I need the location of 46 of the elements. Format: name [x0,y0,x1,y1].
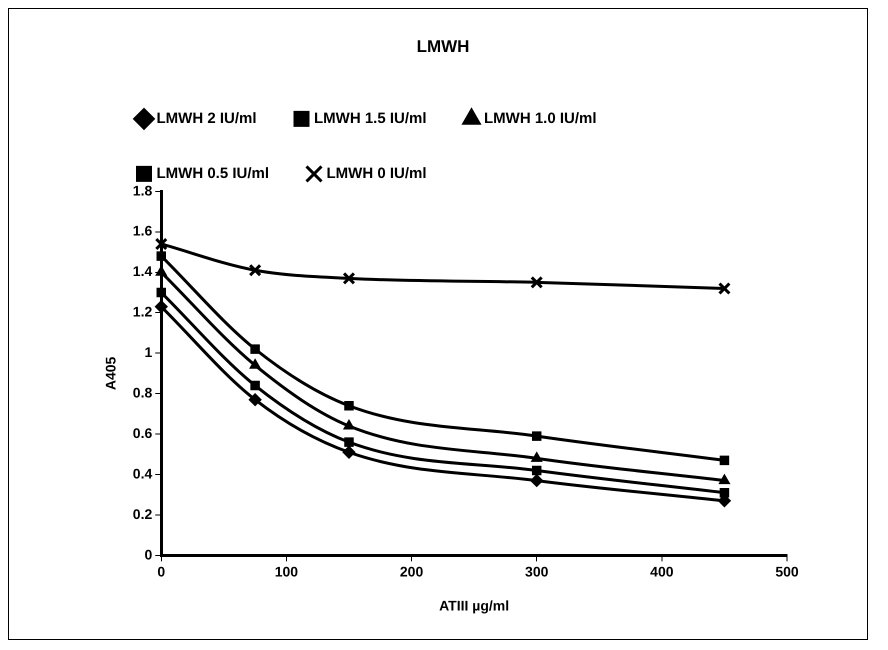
point [718,474,730,484]
x-tick-label: 400 [650,564,674,580]
y-tick-label: 1.6 [132,222,152,239]
point [530,276,544,289]
point [342,446,356,459]
y-tick-label: 1 [144,344,152,360]
point [532,431,542,441]
x-tick-label: 100 [274,564,298,580]
point [156,251,166,261]
point [154,300,168,314]
point [250,380,260,390]
point [154,238,168,250]
y-tick-label: 0.4 [132,465,152,482]
point [718,282,731,295]
point [342,272,356,285]
y-axis-title: A405 [102,356,118,390]
x-tick-label: 0 [157,564,166,580]
point [531,452,542,462]
point [344,401,354,410]
x-axis-title: ATIII µg/ml [439,597,510,614]
point [720,456,730,466]
point [530,474,544,488]
point [344,437,354,447]
point [156,288,166,298]
legend-label: LMWH 1.0 IU/ml [484,110,597,128]
y-tick-label: 1.2 [132,304,152,320]
legend-label: LMWH 1.5 IU/ml [314,110,427,128]
point [343,419,355,430]
legend-label: LMWH 2 IU/ml [156,110,256,128]
y-tick-label: 0 [144,546,152,562]
legend-label: LMWH 0 IU/ml [326,165,427,182]
y-tick-label: 1.8 [132,182,152,198]
y-tick-label: 0.2 [132,506,152,522]
x-tick-label: 300 [525,564,549,580]
x-tick-label: 200 [400,564,424,580]
legend-label: LMWH 0.5 IU/ml [156,165,270,182]
point [249,358,261,369]
y-tick-label: 1.4 [132,263,152,280]
chart-title: LMWH [416,36,470,56]
point [532,466,542,476]
point [248,393,262,406]
y-tick-label: 0.8 [132,384,152,400]
x-tick-label: 500 [775,564,799,580]
point [248,264,262,277]
point [250,344,260,354]
y-tick-label: 0.6 [132,424,152,441]
